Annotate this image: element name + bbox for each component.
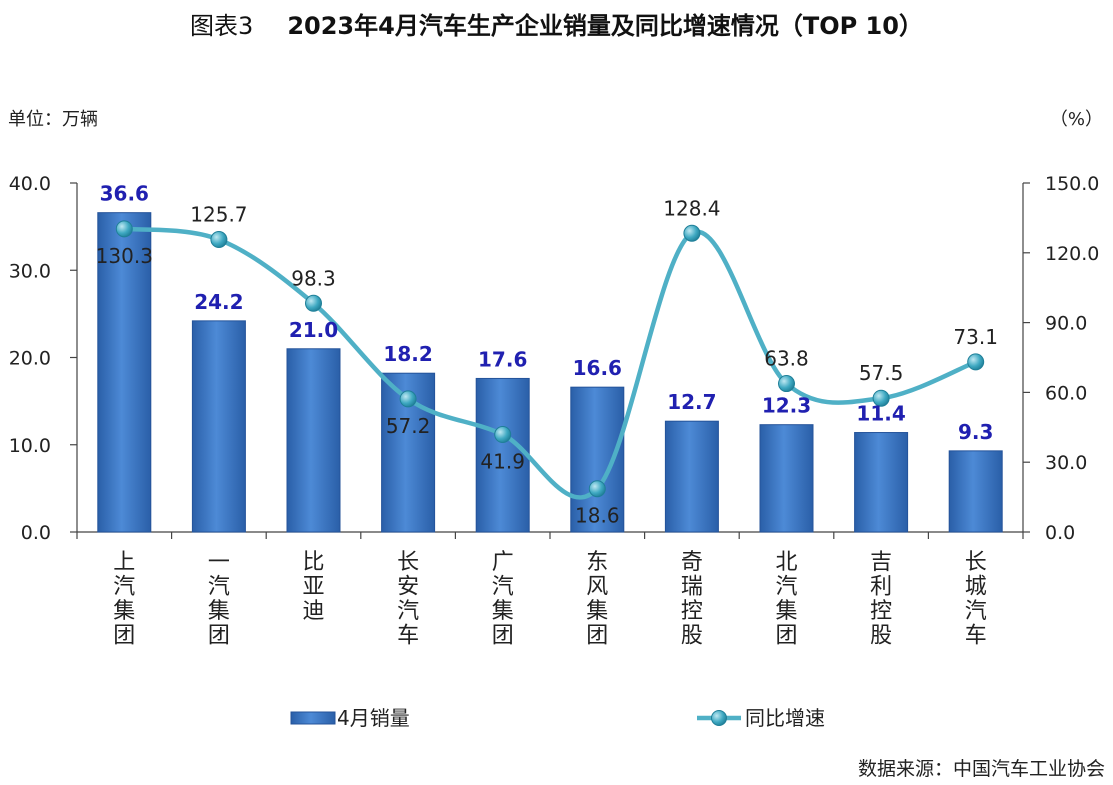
growth-value-label: 18.6 <box>575 504 620 528</box>
growth-point <box>115 220 133 238</box>
left-axis-tick-label: 20.0 <box>9 348 51 370</box>
bar-value-label: 12.3 <box>762 394 811 418</box>
right-axis-tick-label: 90.0 <box>1045 313 1087 335</box>
left-axis-tick-label: 40.0 <box>9 173 51 195</box>
bar-value-label: 24.2 <box>194 290 243 314</box>
right-axis-tick-label: 60.0 <box>1045 382 1087 404</box>
chart-title: 图表3 2023年4月汽车生产企业销量及同比增速情况（TOP 10） <box>0 6 1113 41</box>
bar-value-label: 18.2 <box>383 342 432 366</box>
growth-point <box>683 224 701 242</box>
bar <box>191 320 246 533</box>
legend-line-marker <box>711 710 727 726</box>
growth-value-label: 57.5 <box>859 361 904 385</box>
category-label: 长安汽车 <box>397 550 419 649</box>
bar <box>759 424 814 533</box>
growth-value-label: 128.4 <box>663 196 720 220</box>
left-axis-tick-label: 30.0 <box>9 260 51 282</box>
growth-point <box>494 426 512 444</box>
bar-value-label: 16.6 <box>573 356 622 380</box>
right-axis-tick-label: 150.0 <box>1045 173 1099 195</box>
bar <box>854 432 909 533</box>
category-label: 北汽集团 <box>775 550 797 649</box>
growth-value-label: 41.9 <box>480 450 525 474</box>
category-label: 一汽集团 <box>208 550 230 649</box>
data-source: 数据来源：中国汽车工业协会 <box>857 758 1105 780</box>
category-label: 东风集团 <box>586 550 608 649</box>
category-label: 上汽集团 <box>113 550 135 649</box>
bar-value-label: 17.6 <box>478 347 527 371</box>
category-label: 奇瑞控股 <box>681 550 703 649</box>
bar-value-label: 11.4 <box>856 402 905 426</box>
bar <box>286 348 341 533</box>
legend-bar-swatch <box>290 711 336 725</box>
left-axis-tick-label: 10.0 <box>9 435 51 457</box>
growth-point <box>305 294 322 312</box>
growth-value-label: 73.1 <box>953 325 998 349</box>
bar-value-label: 12.7 <box>667 390 716 414</box>
bar <box>475 377 530 533</box>
category-label: 长城汽车 <box>965 550 987 649</box>
right-axis-tick-label: 30.0 <box>1045 452 1087 474</box>
growth-value-label: 130.3 <box>96 244 153 268</box>
growth-point <box>588 480 606 498</box>
growth-value-label: 98.3 <box>291 266 336 290</box>
bar-value-label: 21.0 <box>289 318 338 342</box>
category-label: 广汽集团 <box>492 550 514 649</box>
growth-point <box>967 353 985 371</box>
left-axis-tick-label: 0.0 <box>21 522 51 544</box>
growth-point <box>778 375 795 393</box>
right-axis-tick-label: 0.0 <box>1045 522 1075 544</box>
growth-point <box>872 389 890 407</box>
bar-value-label: 36.6 <box>100 182 149 206</box>
category-label: 比亚迪 <box>302 550 324 624</box>
bar-value-label: 9.3 <box>958 420 993 444</box>
chart-title-prefix: 图表3 <box>190 12 254 40</box>
legend-line-label: 同比增速 <box>745 706 825 730</box>
growth-value-label: 63.8 <box>764 347 809 371</box>
bar <box>664 420 719 533</box>
legend-bar-label: 4月销量 <box>337 706 410 730</box>
right-axis-unit: （%） <box>1049 109 1103 130</box>
growth-point <box>399 390 417 408</box>
growth-value-label: 125.7 <box>190 203 247 227</box>
left-axis-unit: 单位：万辆 <box>8 109 98 130</box>
bar <box>97 212 152 533</box>
right-axis-tick-label: 120.0 <box>1045 243 1099 265</box>
category-label: 吉利控股 <box>870 550 892 649</box>
chart-title-text: 2023年4月汽车生产企业销量及同比增速情况（TOP 10） <box>287 12 923 40</box>
growth-point <box>210 231 228 249</box>
bar <box>948 450 1003 533</box>
growth-value-label: 57.2 <box>386 414 431 438</box>
growth-line <box>122 226 978 500</box>
